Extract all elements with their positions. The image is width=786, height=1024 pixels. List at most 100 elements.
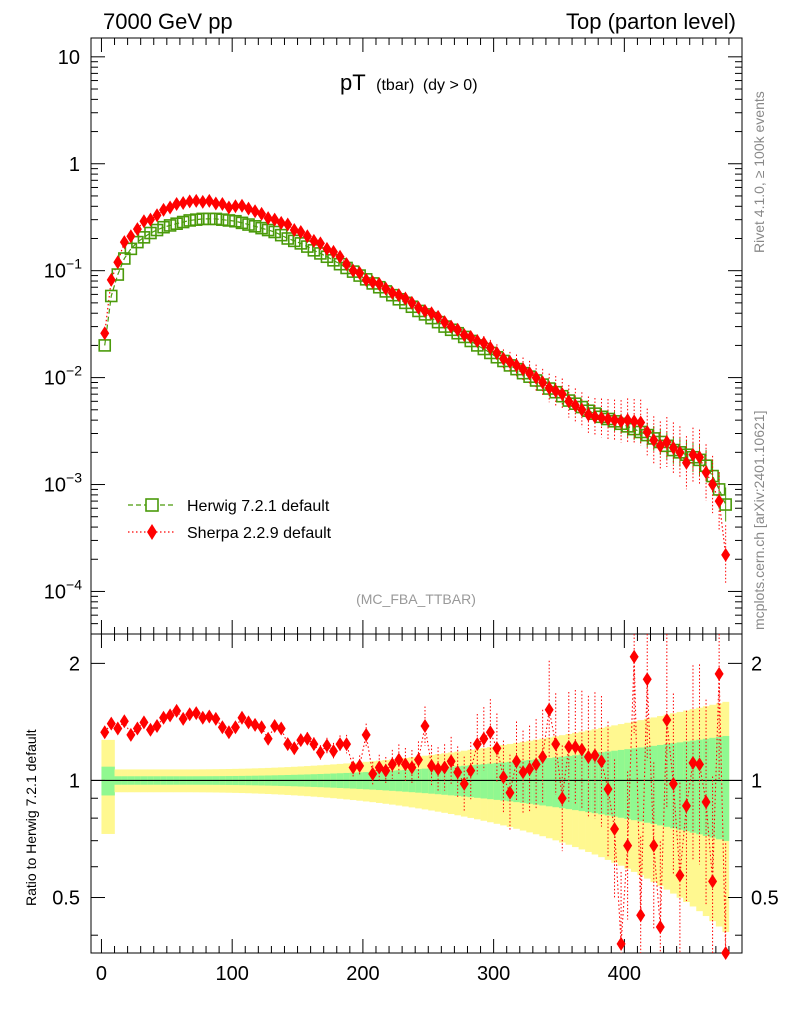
ratio-sherpa-point <box>655 919 665 934</box>
ratio-sherpa-point <box>178 711 188 726</box>
ratio-band-inner <box>532 759 540 805</box>
ratio-sherpa-point <box>453 765 463 780</box>
herwig-point <box>229 214 242 228</box>
ratio-sherpa-point <box>557 791 567 806</box>
herwig-point <box>222 214 236 227</box>
x-tick-label: 200 <box>346 963 379 985</box>
ratio-sherpa-line <box>104 656 727 954</box>
sherpa-point <box>433 309 443 324</box>
ratio-sherpa-point <box>309 737 319 752</box>
ratio-sherpa-point <box>381 763 391 778</box>
ratio-sherpa-point <box>348 760 358 775</box>
plot-title-main: pT <box>340 70 366 95</box>
sherpa-point <box>132 222 142 237</box>
ratio-sherpa-point <box>583 749 593 764</box>
herwig-point <box>248 220 262 233</box>
sherpa-point <box>492 345 502 360</box>
sherpa-point <box>145 212 155 227</box>
herwig-point <box>235 216 249 230</box>
ratio-sherpa-point <box>407 760 417 775</box>
ratio-band-inner <box>715 736 723 840</box>
ratio-band-inner <box>447 766 455 796</box>
ratio-plot-frame <box>90 633 743 954</box>
ratio-sherpa-point <box>695 757 705 772</box>
sherpa-point <box>636 415 646 430</box>
ratio-y-tick-label: 1 <box>69 770 80 792</box>
herwig-point <box>104 289 118 303</box>
ratio-sherpa-point <box>570 739 580 754</box>
herwig-point <box>242 218 255 231</box>
plot-title: pT (tbar) (dy > 0) <box>340 70 478 95</box>
sherpa-point <box>244 201 254 216</box>
sherpa-point <box>368 275 378 290</box>
sherpa-point <box>610 413 620 428</box>
sherpa-point <box>381 281 391 296</box>
ratio-sherpa-point <box>139 715 149 730</box>
sherpa-point <box>237 198 247 213</box>
sherpa-point <box>440 315 450 330</box>
ratio-sherpa-point <box>283 737 293 752</box>
ratio-band-inner <box>611 750 619 817</box>
sherpa-point <box>198 194 208 209</box>
ratio-sherpa-point <box>590 748 600 763</box>
sherpa-point <box>459 328 469 343</box>
sherpa-point <box>283 217 293 232</box>
sherpa-point <box>721 547 731 562</box>
ratio-sherpa-point <box>335 737 345 752</box>
sherpa-point <box>681 455 691 470</box>
ratio-y-tick-label: 0.5 <box>52 888 80 910</box>
ratio-sherpa-point <box>355 758 365 773</box>
sherpa-point <box>348 263 358 278</box>
sherpa-point <box>590 409 600 424</box>
ratio-sherpa-point <box>459 776 469 791</box>
ratio-sherpa-point <box>544 702 554 717</box>
ratio-sherpa-point <box>191 706 201 721</box>
ratio-band-inner <box>558 756 566 809</box>
sherpa-point <box>309 233 319 248</box>
sherpa-point <box>544 380 554 395</box>
main-axes: 10 1 10−1 10−2 10−3 10−4 <box>44 38 742 635</box>
sherpa-point <box>407 295 417 310</box>
herwig-point <box>196 212 210 226</box>
ratio-sherpa-point <box>688 755 698 770</box>
ratio-sherpa-point <box>420 719 430 734</box>
ratio-band-inner <box>539 758 547 806</box>
ratio-band-inner <box>650 745 658 825</box>
ratio-sherpa-point <box>642 672 652 687</box>
ratio-ylabel: Ratio to Herwig 7.2.1 default <box>23 729 39 906</box>
ratio-sherpa-point <box>623 838 633 853</box>
sherpa-point <box>191 193 201 208</box>
sherpa-point <box>289 223 299 238</box>
ratio-sherpa-point <box>113 721 123 736</box>
ratio-y-tick-label: 2 <box>69 653 80 675</box>
y-tick-label: 10 <box>58 47 80 69</box>
ratio-band-inner <box>643 746 651 823</box>
ratio-sherpa-point <box>165 708 175 723</box>
ratio-sherpa-point <box>211 711 221 726</box>
sherpa-point <box>583 407 593 422</box>
sherpa-point <box>374 277 384 292</box>
ratio-sherpa-point <box>270 719 280 734</box>
sherpa-point <box>335 249 345 264</box>
ratio-sherpa-point <box>531 757 541 772</box>
ratio-band-inner <box>722 735 730 842</box>
herwig-line <box>104 218 727 505</box>
sherpa-point <box>472 333 482 348</box>
ratio-band-inner <box>572 755 579 811</box>
sherpa-point <box>257 206 267 221</box>
herwig-point <box>157 220 170 234</box>
ratio-band-inner <box>545 758 553 807</box>
sherpa-point <box>701 465 711 480</box>
sherpa-point <box>204 193 214 208</box>
sherpa-point <box>113 255 123 270</box>
sherpa-point <box>178 195 188 210</box>
sherpa-point <box>119 235 129 250</box>
legend-herwig-label: Herwig 7.2.1 default <box>187 498 330 515</box>
herwig-point <box>163 219 177 232</box>
ratio-sherpa-point <box>708 874 718 889</box>
sherpa-point <box>296 224 306 239</box>
ratio-sherpa-point <box>361 727 371 742</box>
sherpa-point <box>564 394 574 409</box>
herwig-point <box>137 231 151 244</box>
